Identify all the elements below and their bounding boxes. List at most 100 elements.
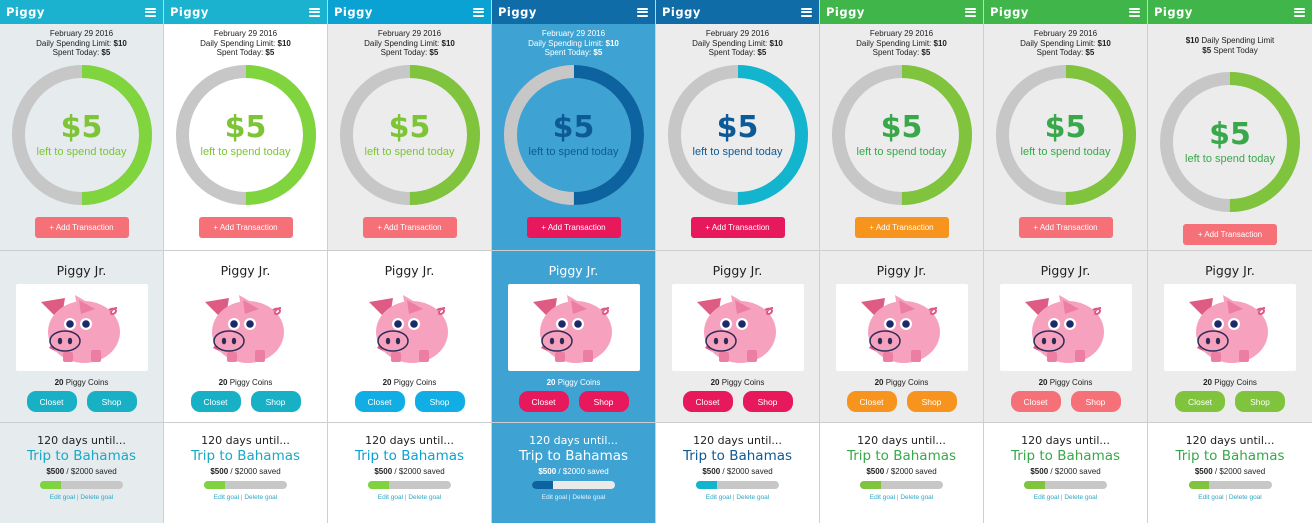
closet-button[interactable]: Closet bbox=[846, 391, 897, 412]
add-transaction-button[interactable]: + Add Transaction bbox=[690, 217, 785, 238]
delete-goal-link[interactable]: Delete goal bbox=[244, 494, 278, 501]
closet-button[interactable]: Closet bbox=[1010, 391, 1061, 412]
days-until-text: 120 days until... bbox=[37, 434, 126, 447]
spent-today-text: $5 Spent Today bbox=[1186, 46, 1275, 56]
edit-goal-link[interactable]: Edit goal bbox=[869, 494, 896, 501]
info-label: Daily Spending Limit: bbox=[36, 38, 114, 48]
daily-limit-text: Daily Spending Limit: $10 bbox=[364, 39, 455, 49]
closet-button[interactable]: Closet bbox=[26, 391, 77, 412]
spent-today-text: Spent Today: $5 bbox=[1020, 48, 1111, 58]
delete-goal-link[interactable]: Delete goal bbox=[1064, 494, 1098, 501]
shop-button[interactable]: Shop bbox=[906, 391, 957, 412]
app-screen: Piggy $10 Daily Spending Limit $5 Spent … bbox=[1148, 0, 1312, 523]
edit-goal-link[interactable]: Edit goal bbox=[705, 494, 732, 501]
delete-goal-link[interactable]: Delete goal bbox=[80, 494, 114, 501]
spending-section: February 29 2016 Daily Spending Limit: $… bbox=[984, 24, 1147, 251]
shop-button[interactable]: Shop bbox=[414, 391, 465, 412]
goal-progress-bar bbox=[860, 481, 943, 489]
delete-goal-link[interactable]: Delete goal bbox=[736, 494, 770, 501]
spending-ring: $5 left to spend today bbox=[831, 64, 973, 206]
piggy-actions: Closet Shop bbox=[682, 391, 793, 412]
edit-goal-link[interactable]: Edit goal bbox=[49, 494, 76, 501]
pig-icon bbox=[368, 294, 448, 363]
piggy-actions: Closet Shop bbox=[354, 391, 465, 412]
piggy-name: Piggy Jr. bbox=[1205, 263, 1255, 278]
delete-goal-link[interactable]: Delete goal bbox=[1228, 494, 1262, 501]
goal-links: Edit goal | Delete goal bbox=[378, 494, 442, 501]
spending-ring: $5 left to spend today bbox=[503, 64, 645, 206]
goal-section: 120 days until... Trip to Bahamas $500 /… bbox=[820, 423, 983, 523]
edit-goal-link[interactable]: Edit goal bbox=[1033, 494, 1060, 501]
info-value: $5 bbox=[1202, 45, 1212, 55]
add-transaction-button[interactable]: + Add Transaction bbox=[34, 217, 129, 238]
closet-button[interactable]: Closet bbox=[682, 391, 733, 412]
app-header: Piggy bbox=[492, 0, 655, 24]
info-value: $10 bbox=[605, 38, 619, 48]
piggy-actions: Closet Shop bbox=[190, 391, 301, 412]
goal-section: 120 days until... Trip to Bahamas $500 /… bbox=[1148, 423, 1312, 523]
shop-button[interactable]: Shop bbox=[86, 391, 137, 412]
add-transaction-button[interactable]: + Add Transaction bbox=[1018, 217, 1113, 238]
add-transaction-button[interactable]: + Add Transaction bbox=[854, 217, 949, 238]
closet-button[interactable]: Closet bbox=[1175, 391, 1225, 412]
shop-button[interactable]: Shop bbox=[742, 391, 793, 412]
edit-goal-link[interactable]: Edit goal bbox=[213, 494, 240, 501]
spending-info: $10 Daily Spending Limit $5 Spent Today bbox=[1186, 36, 1275, 65]
hamburger-menu-icon[interactable] bbox=[801, 7, 812, 17]
edit-goal-link[interactable]: Edit goal bbox=[541, 494, 568, 501]
shop-button[interactable]: Shop bbox=[1070, 391, 1121, 412]
hamburger-menu-icon[interactable] bbox=[637, 7, 648, 17]
spending-section: February 29 2016 Daily Spending Limit: $… bbox=[164, 24, 327, 251]
goal-title: Trip to Bahamas bbox=[190, 448, 301, 464]
app-title: Piggy bbox=[990, 5, 1029, 19]
piggy-coins-text: 20 Piggy Coins bbox=[54, 378, 109, 387]
edit-goal-link[interactable]: Edit goal bbox=[1198, 494, 1224, 501]
hamburger-menu-icon[interactable] bbox=[965, 7, 976, 17]
piggy-section: Piggy Jr. bbox=[820, 251, 983, 423]
spending-info: February 29 2016 Daily Spending Limit: $… bbox=[364, 29, 455, 58]
daily-limit-text: Daily Spending Limit: $10 bbox=[36, 39, 127, 49]
add-transaction-button[interactable]: + Add Transaction bbox=[1183, 224, 1277, 245]
left-to-spend-label: left to spend today bbox=[856, 146, 947, 158]
closet-button[interactable]: Closet bbox=[354, 391, 405, 412]
hamburger-menu-icon[interactable] bbox=[1129, 7, 1140, 17]
piggy-actions: Closet Shop bbox=[26, 391, 137, 412]
closet-button[interactable]: Closet bbox=[518, 391, 569, 412]
goal-progress-bar bbox=[40, 481, 123, 489]
spent-today-text: Spent Today: $5 bbox=[364, 48, 455, 58]
hamburger-menu-icon[interactable] bbox=[145, 7, 156, 17]
add-transaction-button[interactable]: + Add Transaction bbox=[526, 217, 621, 238]
ring-progress bbox=[503, 65, 644, 205]
hamburger-menu-icon[interactable] bbox=[1294, 7, 1305, 17]
info-label: Spent Today: bbox=[52, 48, 102, 57]
delete-goal-link[interactable]: Delete goal bbox=[900, 494, 934, 501]
hamburger-menu-icon[interactable] bbox=[473, 7, 484, 17]
goal-progress-bar bbox=[368, 481, 451, 489]
days-until-text: 120 days until... bbox=[1021, 434, 1110, 447]
daily-limit-text: Daily Spending Limit: $10 bbox=[528, 39, 619, 49]
info-label: Daily Spending Limit: bbox=[1020, 38, 1098, 48]
ring-chart bbox=[831, 65, 972, 205]
goal-links: Edit goal | Delete goal bbox=[50, 494, 114, 501]
add-transaction-button[interactable]: + Add Transaction bbox=[362, 217, 457, 238]
closet-button[interactable]: Closet bbox=[190, 391, 241, 412]
spending-section: February 29 2016 Daily Spending Limit: $… bbox=[492, 24, 655, 251]
shop-button[interactable]: Shop bbox=[578, 391, 629, 412]
app-title: Piggy bbox=[1154, 5, 1193, 19]
goal-saved-text: $500 / $2000 saved bbox=[1030, 467, 1101, 476]
add-transaction-button[interactable]: + Add Transaction bbox=[198, 217, 293, 238]
goal-progress-bar bbox=[204, 481, 287, 489]
hamburger-menu-icon[interactable] bbox=[309, 7, 320, 17]
shop-button[interactable]: Shop bbox=[250, 391, 301, 412]
app-screen: Piggy February 29 2016 Daily Spending Li… bbox=[492, 0, 656, 523]
ring-progress bbox=[11, 65, 152, 205]
piggy-coins-text: 20 Piggy Coins bbox=[218, 378, 273, 387]
left-to-spend-label: left to spend today bbox=[1020, 146, 1111, 158]
delete-goal-link[interactable]: Delete goal bbox=[572, 494, 606, 501]
info-value: $10 bbox=[1097, 38, 1111, 48]
info-value: $5 bbox=[593, 48, 603, 57]
goal-links: Edit goal | Delete goal bbox=[1198, 494, 1262, 501]
shop-button[interactable]: Shop bbox=[1235, 391, 1285, 412]
delete-goal-link[interactable]: Delete goal bbox=[408, 494, 442, 501]
edit-goal-link[interactable]: Edit goal bbox=[377, 494, 404, 501]
